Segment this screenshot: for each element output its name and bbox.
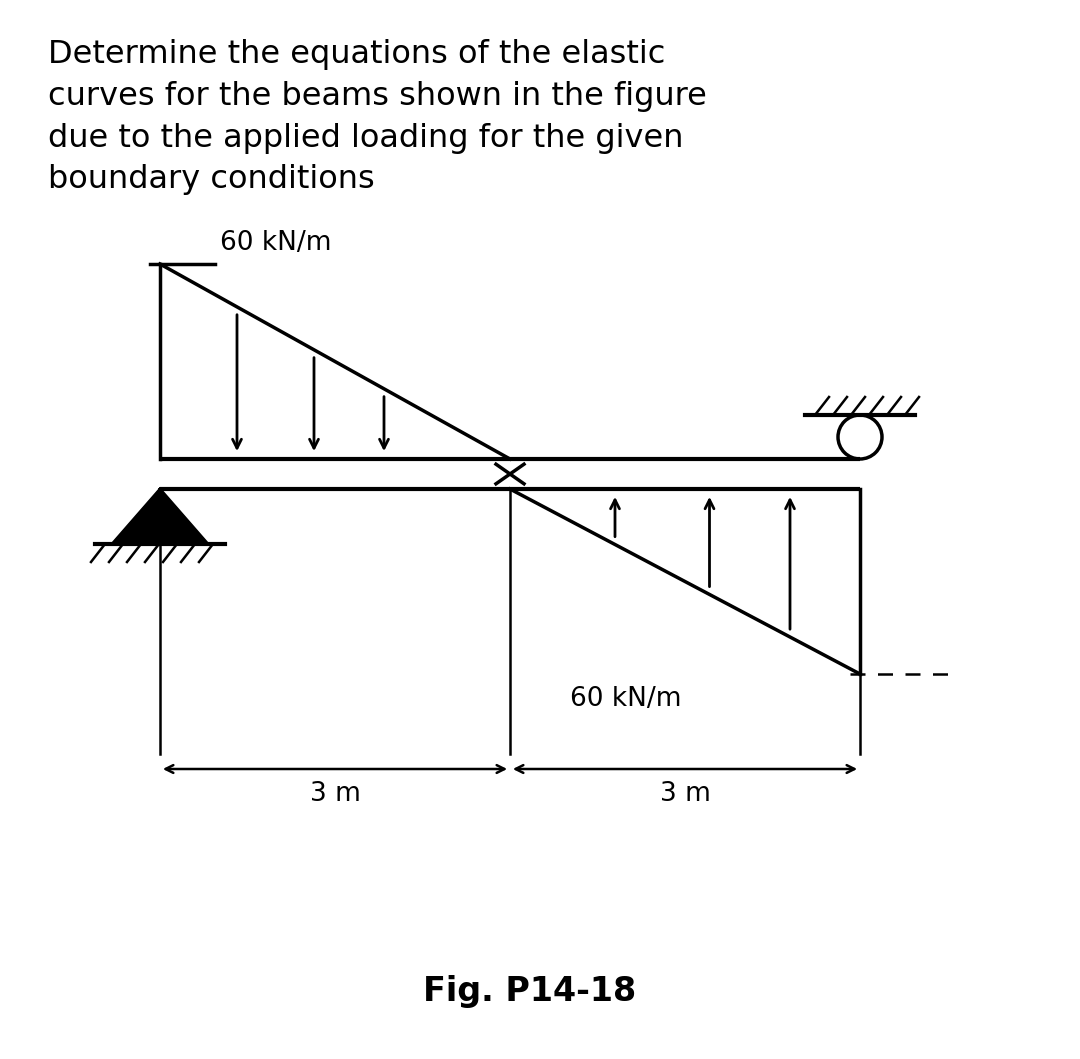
Polygon shape xyxy=(112,489,208,544)
Text: 3 m: 3 m xyxy=(310,780,361,807)
Text: 3 m: 3 m xyxy=(660,780,711,807)
Text: 60 kN/m: 60 kN/m xyxy=(220,230,332,256)
Text: Determine the equations of the elastic
curves for the beams shown in the figure
: Determine the equations of the elastic c… xyxy=(48,39,707,196)
Text: 60 kN/m: 60 kN/m xyxy=(570,686,681,712)
Text: Fig. P14-18: Fig. P14-18 xyxy=(423,974,636,1007)
